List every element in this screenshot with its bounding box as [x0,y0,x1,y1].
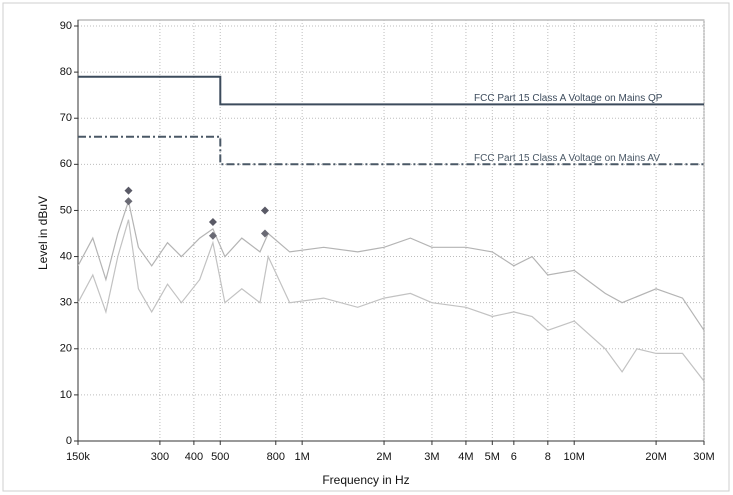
peak-marker [260,206,269,215]
x-tick-label: 400 [185,451,203,463]
peak-marker [260,229,269,238]
y-tick-label: 50 [60,204,72,216]
y-tick-label: 30 [60,297,72,309]
plot-area [77,19,705,442]
x-axis-label: Frequency in Hz [322,473,409,487]
peak-marker [208,217,217,226]
x-tick-label: 5M [485,451,500,463]
y-tick-label: 10 [60,389,72,401]
x-tick-label: 800 [267,451,285,463]
y-axis-label: Level in dBuV [36,196,50,270]
trace-line [78,198,705,331]
trace-line [78,219,705,382]
y-tick-label: 60 [60,158,72,170]
x-tick-label: 4M [458,451,473,463]
y-tick-label: 90 [60,20,72,32]
y-tick-label: 40 [60,250,72,262]
x-tick-label: 20M [645,451,666,463]
x-tick-label: 3M [424,451,439,463]
x-tick-label: 8 [545,451,551,463]
limit-line [78,75,704,106]
x-tick-label: 2M [376,451,391,463]
y-tick-label: 80 [60,66,72,78]
x-tick-label: 1M [295,451,310,463]
x-tick-label: 500 [211,451,229,463]
limit-line [78,135,704,166]
y-tick-label: 20 [60,343,72,355]
y-tick-label: 0 [66,435,72,447]
x-tick-label: 300 [151,451,169,463]
peak-marker [124,186,133,195]
x-tick-label: 10M [563,451,584,463]
x-tick-label: 6 [511,451,517,463]
x-tick-label: 150k [66,451,90,463]
y-tick-label: 70 [60,112,72,124]
limit-label: FCC Part 15 Class A Voltage on Mains QP [474,93,663,104]
limit-label: FCC Part 15 Class A Voltage on Mains AV [474,153,660,164]
peak-marker [124,197,133,206]
x-tick-label: 30M [693,451,714,463]
plot-layer: FCC Part 15 Class A Voltage on Mains QP F… [78,75,705,382]
peak-marker [208,231,217,240]
